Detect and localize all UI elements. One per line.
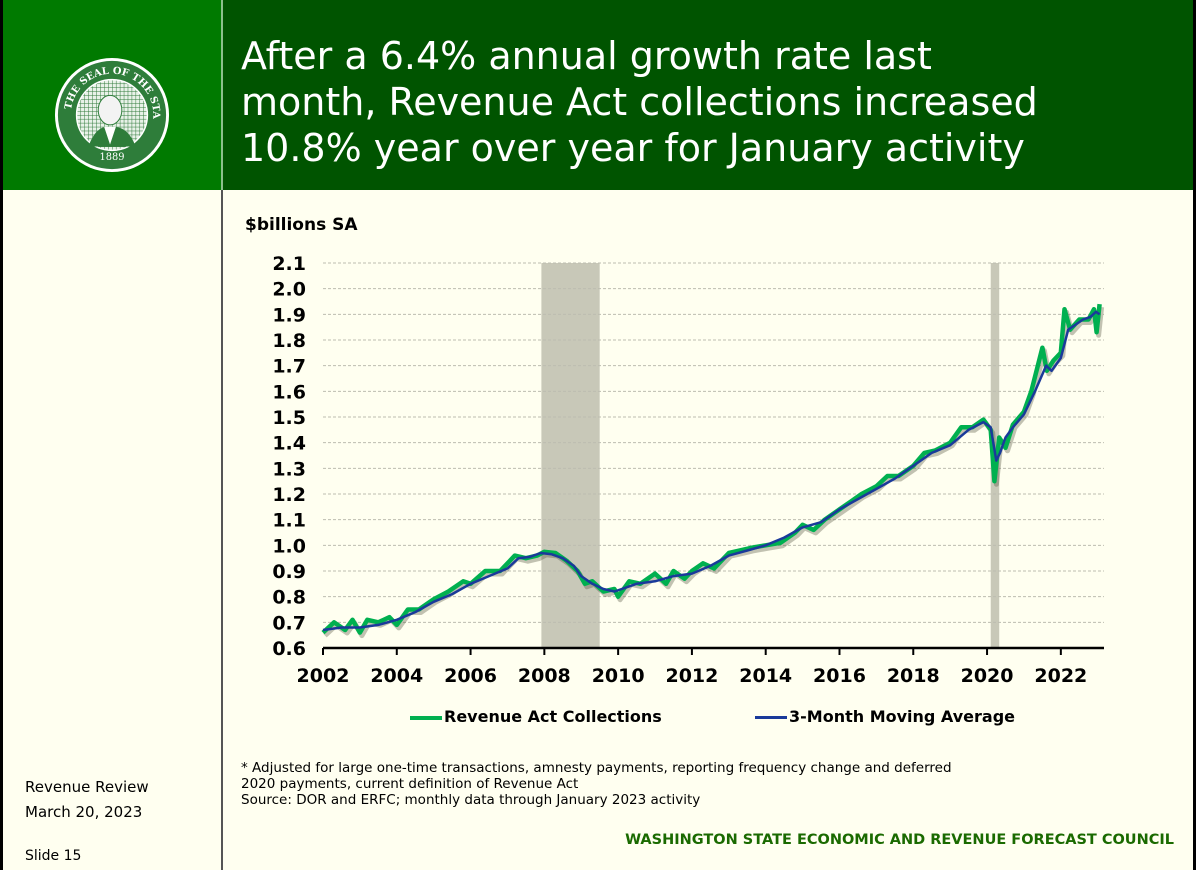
y-tick-label: 0.9 <box>272 561 306 583</box>
legend-label: 3-Month Moving Average <box>789 707 1016 726</box>
footnotes: * Adjusted for large one-time transactio… <box>241 760 952 808</box>
y-tick-label: 1.1 <box>272 510 306 532</box>
x-tick-label: 2008 <box>518 665 571 687</box>
legend-swatch-blue <box>755 716 787 719</box>
y-tick-label: 0.6 <box>272 638 306 660</box>
y-tick-label: 1.3 <box>272 458 306 480</box>
collections-shadow <box>323 306 1105 639</box>
y-tick-label: 1.5 <box>272 407 306 429</box>
y-tick-label: 1.7 <box>272 356 306 378</box>
title-panel <box>223 0 1193 190</box>
vertical-divider-top <box>221 0 223 190</box>
x-tick-label: 2018 <box>887 665 940 687</box>
y-tick-label: 0.7 <box>272 612 306 634</box>
organization-footer: WASHINGTON STATE ECONOMIC AND REVENUE FO… <box>625 832 1174 848</box>
footnote-line: 2020 payments, current definition of Rev… <box>241 776 579 792</box>
x-tick-label: 2012 <box>665 665 718 687</box>
event-name: Revenue Review <box>25 778 149 796</box>
y-tick-label: 1.4 <box>272 433 306 455</box>
svg-text:1889: 1889 <box>99 152 124 163</box>
y-tick-label: 1.9 <box>272 304 306 326</box>
legend-label: Revenue Act Collections <box>444 707 662 726</box>
vertical-divider <box>221 0 223 870</box>
x-tick-label: 2020 <box>961 665 1014 687</box>
title-line: After a 6.4% annual growth rate last <box>241 34 932 78</box>
y-tick-label: 2.1 <box>272 253 306 275</box>
slide-title: After a 6.4% annual growth rate last mon… <box>241 33 1181 171</box>
y-tick-label: 1.6 <box>272 381 306 403</box>
footnote-line: * Adjusted for large one-time transactio… <box>241 760 952 776</box>
x-tick-label: 2002 <box>297 665 350 687</box>
x-tick-label: 2022 <box>1034 665 1087 687</box>
source-note: Source: DOR and ERFC; monthly data throu… <box>241 792 701 808</box>
series-line-collections <box>321 303 1102 635</box>
x-tick-label: 2006 <box>444 665 497 687</box>
series-line-moving-average <box>322 310 1101 632</box>
title-line: 10.8% year over year for January activit… <box>241 126 1025 170</box>
y-tick-label: 1.2 <box>272 484 306 506</box>
event-date: March 20, 2023 <box>25 803 143 821</box>
legend-swatch-green <box>410 715 442 720</box>
y-tick-label: 2.0 <box>272 279 306 301</box>
x-tick-label: 2016 <box>813 665 866 687</box>
x-tick-label: 2010 <box>592 665 645 687</box>
legend-item-moving-average: 3-Month Moving Average <box>755 707 1015 726</box>
x-tick-label: 2014 <box>739 665 792 687</box>
slide-number: Slide 15 <box>25 848 82 864</box>
y-tick-label: 1.0 <box>272 535 306 557</box>
state-seal-icon: THE SEAL OF THE STATE OF WASHINGTON 1889 <box>53 56 170 173</box>
y-tick-label: 1.8 <box>272 330 306 352</box>
y-tick-label: 0.8 <box>272 587 306 609</box>
recession-band <box>541 263 600 648</box>
legend-item-collections: Revenue Act Collections <box>410 707 662 726</box>
title-line: month, Revenue Act collections increased <box>241 80 1038 124</box>
x-tick-label: 2004 <box>370 665 423 687</box>
y-axis-label: $billions SA <box>245 215 358 235</box>
